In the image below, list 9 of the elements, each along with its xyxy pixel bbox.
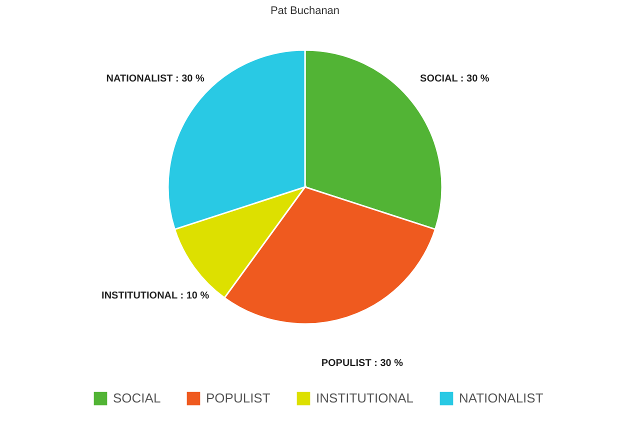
data-label: NATIONALIST : 30 % [106,73,205,84]
legend-label: INSTITUTIONAL [316,390,414,406]
data-label: INSTITUTIONAL : 10 % [102,290,210,302]
data-label: POPULIST : 30 % [321,358,404,369]
legend-label: NATIONALIST [459,390,544,406]
legend-label: SOCIAL [113,390,161,406]
legend-label: POPULIST [206,390,270,406]
data-label: SOCIAL : 30 % [420,73,490,84]
chart-title: Pat Buchanan [270,5,340,17]
